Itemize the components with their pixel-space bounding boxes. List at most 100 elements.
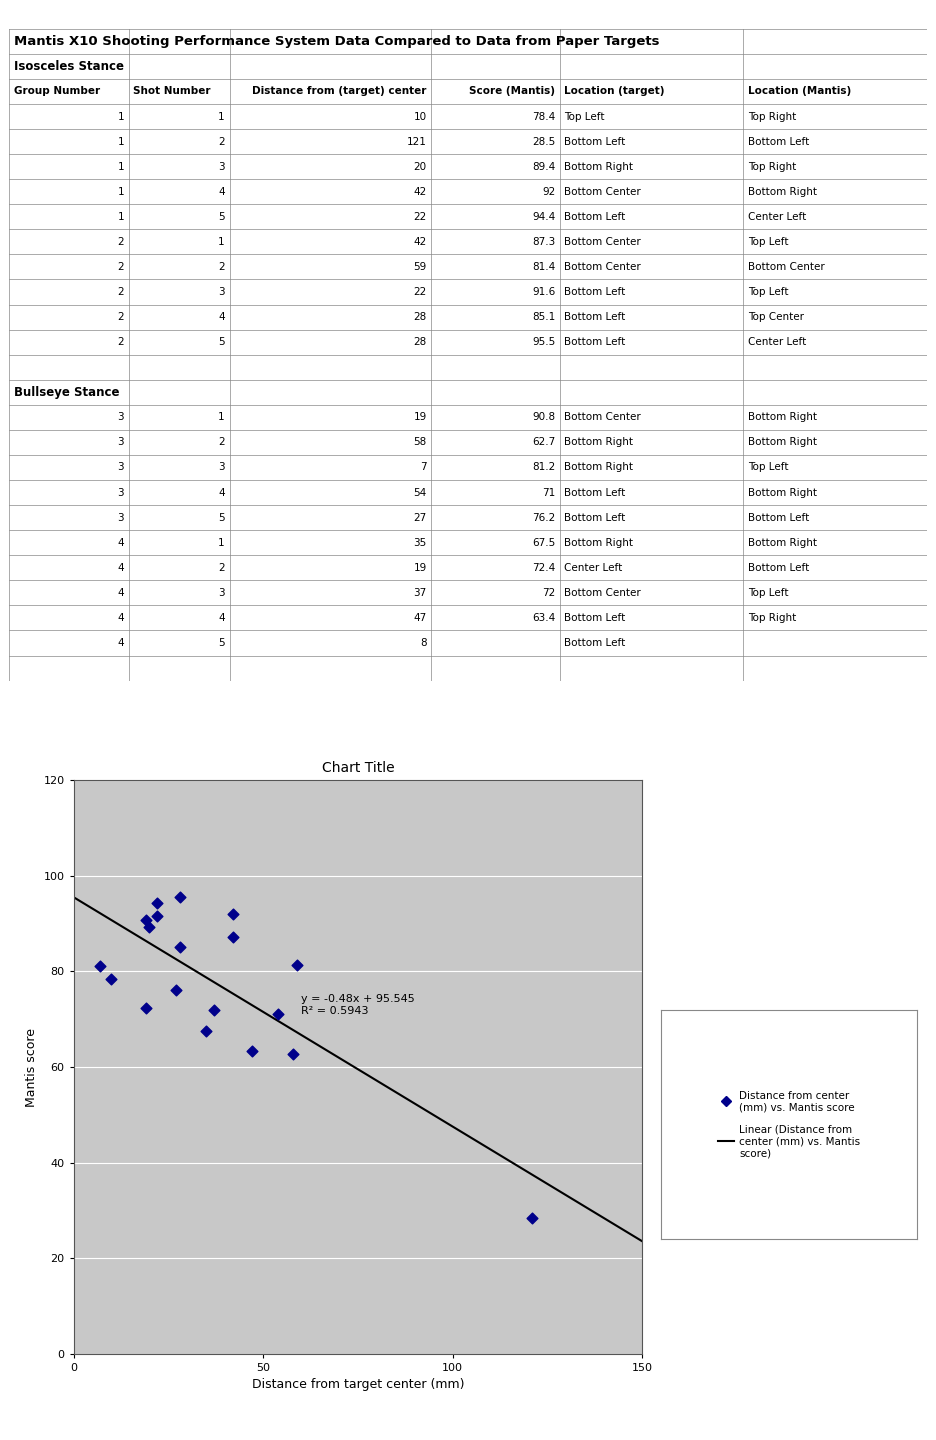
Text: Center Left: Center Left (748, 337, 806, 347)
Text: Bottom Right: Bottom Right (748, 488, 817, 498)
Text: Bottom Left: Bottom Left (564, 137, 625, 147)
Point (172, 936, 187, 959)
Text: 5: 5 (218, 337, 225, 347)
X-axis label: Distance from target center (mm): Distance from target center (mm) (252, 1378, 464, 1391)
Text: 76.2: 76.2 (532, 513, 555, 523)
Text: 22: 22 (414, 287, 427, 297)
Text: 1: 1 (218, 537, 225, 547)
Text: Bottom Left: Bottom Left (564, 613, 625, 624)
Text: 81.2: 81.2 (532, 462, 555, 472)
Point (150, 891, 165, 914)
Text: 3: 3 (218, 161, 225, 171)
Text: 62.7: 62.7 (532, 438, 555, 448)
Text: 3: 3 (117, 412, 124, 422)
Point (271, 1004, 285, 1027)
Text: 20: 20 (414, 161, 427, 171)
Text: 5: 5 (218, 212, 225, 222)
Text: 28.5: 28.5 (532, 137, 555, 147)
Text: 4: 4 (218, 187, 225, 197)
Point (226, 903, 241, 926)
Text: 27: 27 (414, 513, 427, 523)
Text: Top Right: Top Right (748, 111, 796, 121)
Text: 4: 4 (117, 638, 124, 648)
Text: 22: 22 (414, 212, 427, 222)
Text: Bottom Right: Bottom Right (748, 537, 817, 547)
Point (244, 1040, 259, 1063)
Text: Top Left: Top Left (748, 236, 788, 246)
Text: Bottom Left: Bottom Left (564, 212, 625, 222)
Point (198, 1020, 213, 1043)
Text: Bottom Right: Bottom Right (748, 412, 817, 422)
Text: 81.4: 81.4 (532, 262, 555, 272)
Text: 4: 4 (117, 613, 124, 624)
Text: Isosceles Stance: Isosceles Stance (14, 60, 124, 73)
Text: Bottom Right: Bottom Right (564, 161, 634, 171)
Text: 78.4: 78.4 (532, 111, 555, 121)
Text: Bottom Center: Bottom Center (564, 588, 641, 598)
Text: Bottom Left: Bottom Left (748, 563, 809, 573)
Text: 4: 4 (218, 312, 225, 323)
Text: Distance from (target) center: Distance from (target) center (253, 86, 427, 96)
Text: Center Left: Center Left (748, 212, 806, 222)
Point (93, 955, 108, 978)
Title: Chart Title: Chart Title (322, 760, 394, 775)
Text: Bottom Left: Bottom Left (748, 513, 809, 523)
Point (139, 996, 154, 1020)
Legend: Distance from center
(mm) vs. Mantis score, Linear (Distance from
center (mm) vs: Distance from center (mm) vs. Mantis sco… (714, 1087, 864, 1162)
Text: 19: 19 (414, 412, 427, 422)
Text: Top Left: Top Left (564, 111, 605, 121)
Text: 67.5: 67.5 (532, 537, 555, 547)
Text: Bullseye Stance: Bullseye Stance (14, 386, 120, 399)
Text: 1: 1 (218, 236, 225, 246)
Text: Center Left: Center Left (564, 563, 622, 573)
Text: Bottom Center: Bottom Center (564, 236, 641, 246)
Point (104, 968, 119, 991)
Text: 4: 4 (218, 613, 225, 624)
Text: 95.5: 95.5 (532, 337, 555, 347)
Text: Bottom Center: Bottom Center (564, 187, 641, 197)
Text: Top Left: Top Left (748, 588, 788, 598)
Text: Bottom Left: Bottom Left (564, 513, 625, 523)
Text: Bottom Center: Bottom Center (748, 262, 825, 272)
Text: 71: 71 (542, 488, 555, 498)
Point (226, 924, 241, 948)
Text: 7: 7 (420, 462, 427, 472)
Text: 37: 37 (414, 588, 427, 598)
Point (290, 953, 305, 976)
Text: 4: 4 (117, 563, 124, 573)
Text: 42: 42 (414, 187, 427, 197)
Text: 5: 5 (218, 638, 225, 648)
Text: 1: 1 (117, 111, 124, 121)
Text: Bottom Right: Bottom Right (748, 438, 817, 448)
Text: Bottom Right: Bottom Right (564, 462, 634, 472)
Text: Top Left: Top Left (748, 287, 788, 297)
Text: 1: 1 (117, 212, 124, 222)
Text: 8: 8 (420, 638, 427, 648)
Text: 1: 1 (117, 187, 124, 197)
Text: 2: 2 (117, 312, 124, 323)
Text: 1: 1 (218, 111, 225, 121)
Point (172, 886, 187, 909)
Point (168, 978, 183, 1001)
Text: 90.8: 90.8 (532, 412, 555, 422)
Text: 19: 19 (414, 563, 427, 573)
Text: 58: 58 (414, 438, 427, 448)
Point (286, 1043, 301, 1066)
Text: 35: 35 (414, 537, 427, 547)
Text: 63.4: 63.4 (532, 613, 555, 624)
Text: 92: 92 (542, 187, 555, 197)
Text: Location (target): Location (target) (564, 86, 665, 96)
Text: 2: 2 (218, 262, 225, 272)
Text: 5: 5 (218, 513, 225, 523)
Text: Top Right: Top Right (748, 613, 796, 624)
Text: Bottom Left: Bottom Left (564, 488, 625, 498)
Text: 28: 28 (414, 337, 427, 347)
Text: 2: 2 (218, 438, 225, 448)
Text: Bottom Left: Bottom Left (564, 337, 625, 347)
Text: Group Number: Group Number (14, 86, 100, 96)
Text: 3: 3 (218, 287, 225, 297)
Text: 4: 4 (117, 588, 124, 598)
Text: 3: 3 (218, 588, 225, 598)
Text: Top Right: Top Right (748, 161, 796, 171)
Text: 59: 59 (414, 262, 427, 272)
